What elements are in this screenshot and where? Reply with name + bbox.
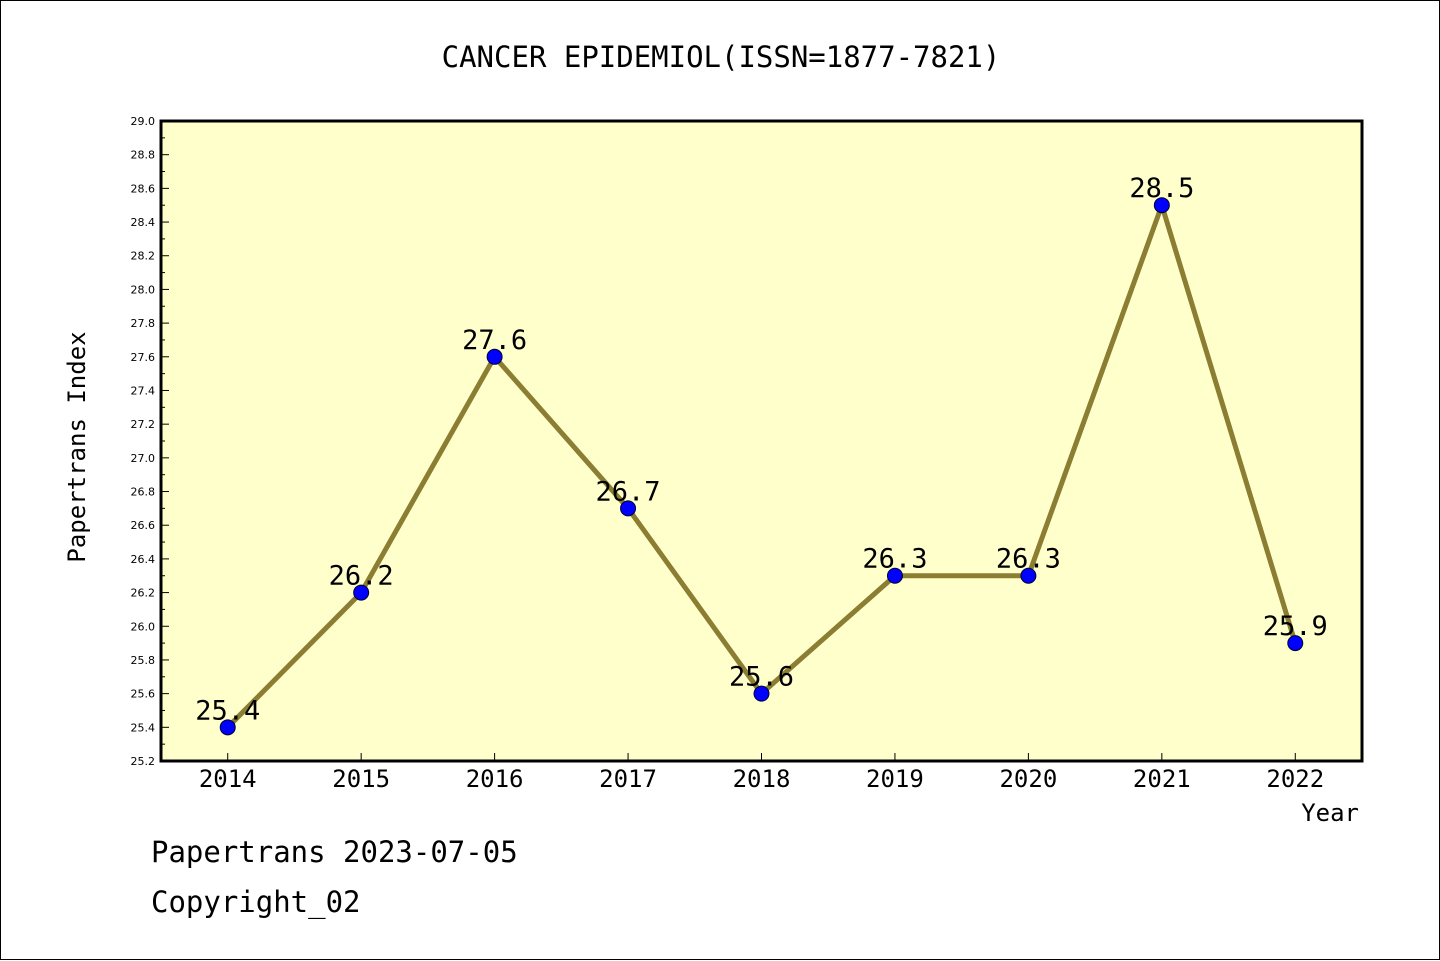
- data-point: [1020, 567, 1037, 584]
- data-point: [1153, 197, 1170, 214]
- data-point: [1287, 635, 1304, 652]
- y-tick-label: 26.0: [131, 620, 156, 633]
- y-tick-label: 26.6: [131, 519, 156, 532]
- y-tick-label: 29.0: [131, 115, 156, 128]
- data-label: 28.5: [1129, 173, 1194, 204]
- data-label: 25.4: [195, 695, 260, 726]
- y-axis-label: Papertrans Index: [63, 331, 91, 562]
- data-label: 27.6: [462, 325, 527, 356]
- y-tick-label: 25.4: [131, 721, 156, 734]
- data-point: [886, 567, 903, 584]
- y-tick-label: 28.2: [131, 250, 156, 263]
- x-tick-label: 2020: [999, 765, 1057, 793]
- y-tick-label: 25.6: [131, 688, 156, 701]
- plot-border: [159, 119, 1364, 763]
- data-point: [753, 685, 770, 702]
- y-tick-label: 27.6: [131, 351, 156, 364]
- x-tick-label: 2014: [199, 765, 257, 793]
- footer-date: Papertrans 2023-07-05: [151, 835, 518, 869]
- footer-copyright: Copyright_02: [151, 885, 361, 919]
- x-tick-label: 2015: [332, 765, 390, 793]
- data-point: [620, 500, 637, 517]
- x-tick-label: 2017: [599, 765, 657, 793]
- x-tick-label: 2019: [866, 765, 924, 793]
- y-tick-label: 27.0: [131, 452, 156, 465]
- y-tick-label: 27.4: [131, 384, 156, 397]
- y-tick-label: 27.8: [131, 317, 156, 330]
- data-label: 25.9: [1263, 611, 1328, 642]
- data-label: 26.3: [996, 544, 1061, 575]
- data-label: 26.3: [862, 544, 927, 575]
- data-label: 26.7: [596, 476, 661, 507]
- x-tick-label: 2022: [1266, 765, 1324, 793]
- chart-title: CANCER EPIDEMIOL(ISSN=1877-7821): [442, 40, 1001, 74]
- y-tick-label: 26.2: [131, 587, 156, 600]
- x-axis-label: Year: [1301, 799, 1359, 827]
- x-tick-label: 2016: [466, 765, 524, 793]
- plot-background: [161, 121, 1362, 761]
- y-tick-label: 25.2: [131, 755, 156, 768]
- y-tick-label: 28.4: [131, 216, 156, 229]
- data-label: 26.2: [329, 561, 394, 592]
- data-label: 25.6: [729, 662, 794, 693]
- y-tick-label: 27.2: [131, 418, 156, 431]
- y-tick-label: 25.8: [131, 654, 156, 667]
- plot-area: 25.2 25.4 25.6 25.8 26.0 26.2 26.4 26.6 26.8 27.0…: [131, 115, 1364, 793]
- data-point: [353, 584, 370, 601]
- x-tick-label: 2021: [1133, 765, 1191, 793]
- y-tick-label: 26.8: [131, 486, 156, 499]
- y-tick-label: 26.4: [131, 553, 156, 566]
- y-tick-label: 28.0: [131, 283, 156, 296]
- y-tick-label: 28.8: [131, 149, 156, 162]
- data-point: [486, 348, 503, 365]
- data-point: [219, 719, 236, 736]
- x-tick-label: 2018: [733, 765, 791, 793]
- y-tick-label: 28.6: [131, 182, 156, 195]
